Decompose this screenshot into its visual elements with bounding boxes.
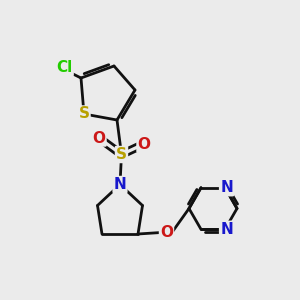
Text: N: N bbox=[220, 222, 233, 237]
Text: O: O bbox=[137, 136, 151, 152]
Text: S: S bbox=[116, 147, 127, 162]
Text: O: O bbox=[92, 130, 106, 146]
Text: Cl: Cl bbox=[56, 60, 73, 75]
Text: S: S bbox=[79, 106, 89, 122]
Text: N: N bbox=[114, 177, 126, 192]
Text: O: O bbox=[160, 225, 173, 240]
Text: N: N bbox=[220, 180, 233, 195]
